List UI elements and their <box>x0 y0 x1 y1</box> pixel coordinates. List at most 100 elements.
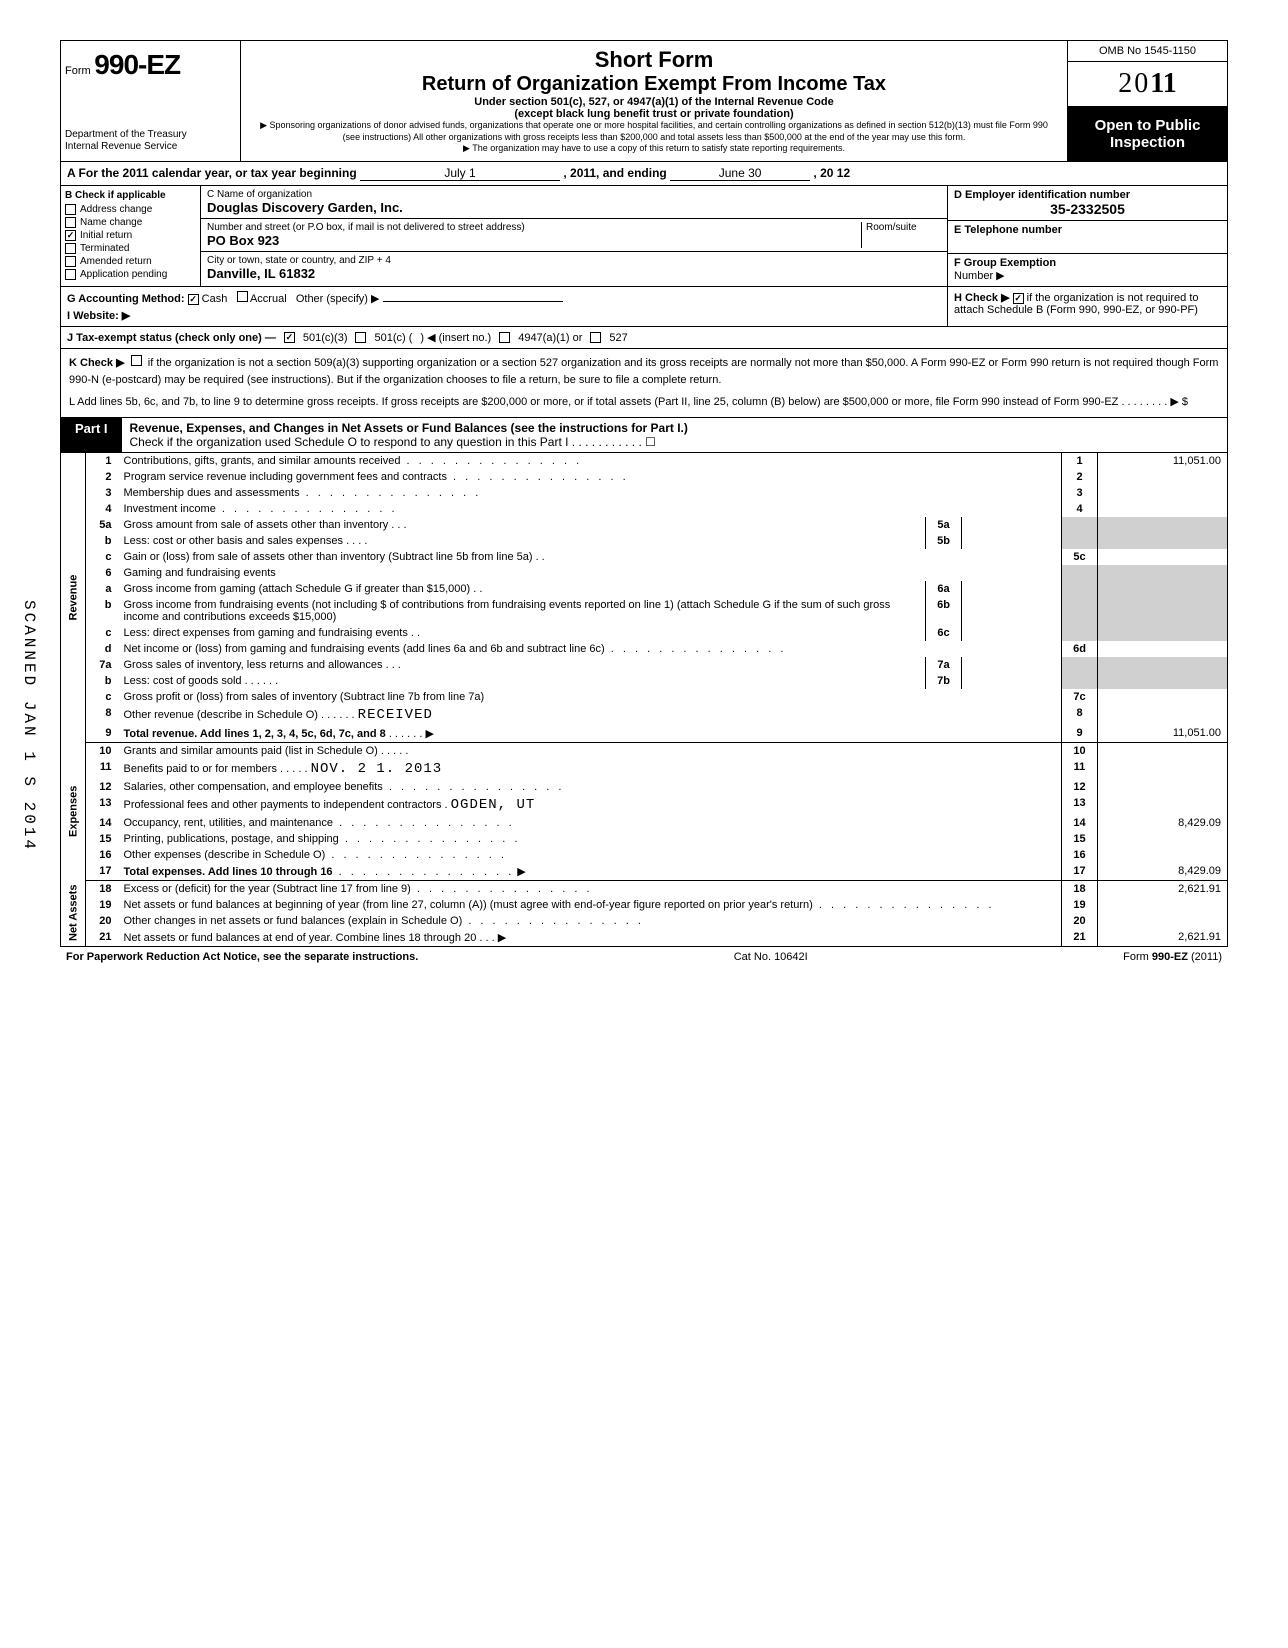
row-j: J Tax-exempt status (check only one) — ✓… <box>60 327 1228 349</box>
header-center: Short Form Return of Organization Exempt… <box>241 41 1067 161</box>
j-501c: 501(c) ( <box>374 332 412 344</box>
line-num: 17 <box>86 863 118 881</box>
right-num: 3 <box>1062 485 1098 501</box>
dept2: Internal Revenue Service <box>65 141 236 153</box>
group-exempt-num: Number ▶ <box>954 269 1221 282</box>
i-label: I Website: ▶ <box>67 310 130 322</box>
section-a-mid: , 2011, and ending <box>563 166 666 180</box>
line-desc: Contributions, gifts, grants, and simila… <box>124 455 401 467</box>
right-val <box>1098 705 1228 725</box>
line-desc: Less: direct expenses from gaming and fu… <box>124 627 408 639</box>
sidebar-revenue: Revenue <box>61 453 86 743</box>
cb-label: Terminated <box>80 243 129 254</box>
line-desc: Gross amount from sale of assets other t… <box>124 519 389 531</box>
right-num: 16 <box>1062 847 1098 863</box>
line-desc: Grants and similar amounts paid (list in… <box>124 745 378 757</box>
cb-accrual[interactable] <box>237 291 248 302</box>
main-info-block: B Check if applicable Address change Nam… <box>60 186 1228 287</box>
line-num: 8 <box>86 705 118 725</box>
cb-501c3[interactable]: ✓ <box>284 332 295 343</box>
cb-schedule-b[interactable]: ✓ <box>1013 293 1024 304</box>
k-text: if the organization is not a section 509… <box>69 357 1218 386</box>
right-val: 8,429.09 <box>1098 863 1228 881</box>
cb-name-change[interactable]: Name change <box>65 217 196 228</box>
right-num: 18 <box>1062 880 1098 897</box>
part1-title: Revenue, Expenses, and Changes in Net As… <box>130 421 688 435</box>
line-num: 5a <box>86 517 118 533</box>
inner-num: 6b <box>926 597 962 625</box>
right-num: 13 <box>1062 795 1098 815</box>
right-val <box>1098 831 1228 847</box>
cb-4947[interactable] <box>499 332 510 343</box>
open1: Open to Public <box>1072 117 1223 134</box>
line-desc: Net assets or fund balances at end of ye… <box>124 932 477 944</box>
cb-527[interactable] <box>590 332 601 343</box>
col-c: C Name of organization Douglas Discovery… <box>201 186 947 286</box>
line-desc: Gross income from gaming (attach Schedul… <box>124 583 471 595</box>
line-num: b <box>86 533 118 549</box>
cb-address-change[interactable]: Address change <box>65 204 196 215</box>
cb-501c[interactable] <box>355 332 366 343</box>
org-address: PO Box 923 <box>207 233 861 248</box>
cb-initial-return[interactable]: ✓Initial return <box>65 230 196 241</box>
line-desc: Other expenses (describe in Schedule O) <box>124 849 326 861</box>
received-stamp: RECEIVED <box>358 707 433 723</box>
footer-right: Form 990-EZ (2011) <box>1123 951 1222 963</box>
ogden-stamp: OGDEN, UT <box>451 797 536 813</box>
line-desc: Gain or (loss) from sale of assets other… <box>124 551 533 563</box>
sidebar-expenses: Expenses <box>61 742 86 880</box>
col-de: D Employer identification number 35-2332… <box>947 186 1227 286</box>
line-desc: Benefits paid to or for members <box>124 763 277 775</box>
omb-number: OMB No 1545-1150 <box>1068 41 1227 62</box>
line-desc: Salaries, other compensation, and employ… <box>124 781 383 793</box>
cash-label: Cash <box>202 293 228 305</box>
form-prefix: Form <box>65 65 91 77</box>
ein-label: D Employer identification number <box>954 189 1221 201</box>
j-label: J Tax-exempt status (check only one) — <box>67 332 276 344</box>
cb-label: Name change <box>80 217 142 228</box>
cb-cash[interactable]: ✓ <box>188 294 199 305</box>
return-title: Return of Organization Exempt From Incom… <box>253 73 1055 96</box>
right-val <box>1098 795 1228 815</box>
right-val <box>1098 779 1228 795</box>
right-num: 6d <box>1062 641 1098 657</box>
cb-pending[interactable]: Application pending <box>65 269 196 280</box>
part1-title-wrap: Revenue, Expenses, and Changes in Net As… <box>122 418 1227 452</box>
date-stamp: NOV. 2 1. 2013 <box>311 761 443 777</box>
year-bold: 11 <box>1150 68 1176 99</box>
scanned-stamp: SCANNED JAN 1 S 2014 <box>20 600 38 852</box>
cb-amended[interactable]: Amended return <box>65 256 196 267</box>
right-val <box>1098 501 1228 517</box>
line-num: c <box>86 689 118 705</box>
line-desc: Total expenses. Add lines 10 through 16 <box>124 866 333 878</box>
lines-table: Revenue 1 Contributions, gifts, grants, … <box>60 453 1228 947</box>
cb-terminated[interactable]: Terminated <box>65 243 196 254</box>
line-num: 2 <box>86 469 118 485</box>
header-right: OMB No 1545-1150 2011 Open to Public Ins… <box>1067 41 1227 161</box>
line-num: 11 <box>86 759 118 779</box>
line-desc: Professional fees and other payments to … <box>124 799 442 811</box>
cb-k[interactable] <box>131 355 142 366</box>
right-val: 2,621.91 <box>1098 880 1228 897</box>
tax-year-begin: July 1 <box>360 166 560 181</box>
line-num: 15 <box>86 831 118 847</box>
inner-num: 5b <box>926 533 962 549</box>
right-val <box>1098 549 1228 565</box>
row-i: I Website: ▶ <box>67 309 941 322</box>
right-num: 19 <box>1062 897 1098 913</box>
right-val <box>1098 689 1228 705</box>
line-num: 7a <box>86 657 118 673</box>
right-val <box>1098 897 1228 913</box>
line-num: 12 <box>86 779 118 795</box>
line-num: 14 <box>86 815 118 831</box>
right-val <box>1098 913 1228 929</box>
line-num: a <box>86 581 118 597</box>
line-num: 18 <box>86 880 118 897</box>
line-num: c <box>86 549 118 565</box>
line-desc: Program service revenue including govern… <box>124 471 447 483</box>
line-desc: Other revenue (describe in Schedule O) <box>124 709 318 721</box>
line-desc: Less: cost or other basis and sales expe… <box>124 535 344 547</box>
org-name-label: C Name of organization <box>207 189 941 200</box>
cb-label: Initial return <box>80 230 132 241</box>
line-desc: Other changes in net assets or fund bala… <box>124 915 463 927</box>
